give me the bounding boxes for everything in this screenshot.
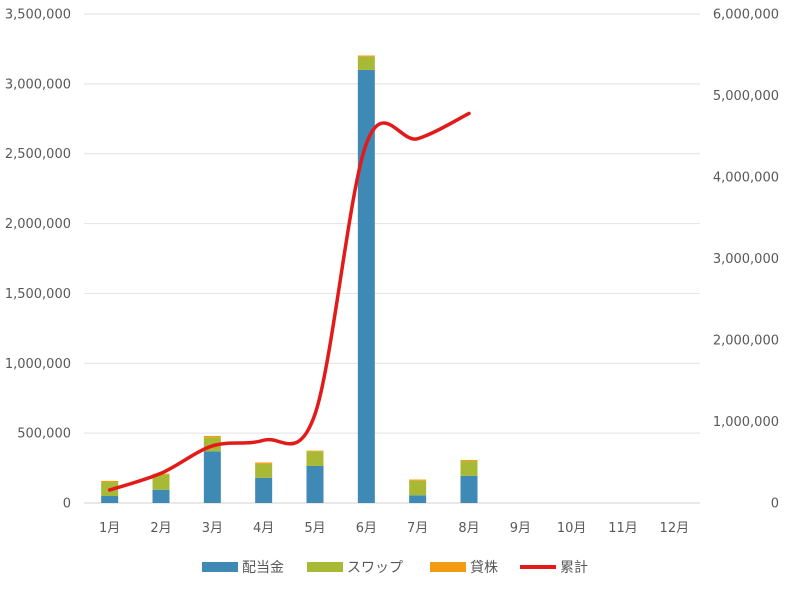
bar-segment	[255, 477, 273, 503]
bar-segment	[357, 69, 375, 503]
x-tick-label: 2月	[150, 521, 171, 536]
y-right-tick-label: 3,000,000	[713, 252, 779, 267]
gridlines	[84, 13, 700, 504]
x-tick-label: 9月	[510, 521, 531, 536]
y-left-tick-label: 1,000,000	[5, 357, 71, 372]
y-right-tick-label: 0	[771, 497, 779, 512]
y-left-tick-label: 0	[63, 497, 71, 512]
x-tick-label: 10月	[557, 521, 587, 536]
y-right-tick-label: 6,000,000	[713, 8, 779, 23]
cumulative-line	[107, 111, 471, 492]
bar-segment	[306, 465, 324, 503]
y-axis-left: 0 500,000 1,000,000 1,500,000 2,000,000 2,500…	[5, 8, 71, 512]
x-tick-label: 8月	[458, 521, 479, 536]
y-right-tick-label: 2,000,000	[713, 334, 779, 349]
legend-label: 配当金	[242, 560, 284, 576]
bar-segment	[306, 451, 324, 466]
x-tick-label: 11月	[608, 521, 638, 536]
bar-segment	[357, 56, 375, 70]
y-left-tick-label: 500,000	[17, 427, 71, 442]
bar-segment	[101, 496, 119, 503]
stacked-bars	[101, 55, 478, 503]
bar-segment	[203, 451, 221, 503]
legend-swatch	[430, 562, 466, 572]
bar-segment	[409, 480, 427, 496]
y-right-tick-label: 5,000,000	[713, 89, 779, 104]
y-right-tick-label: 4,000,000	[713, 171, 779, 186]
bar-segment	[306, 450, 324, 452]
cumulative-line-layer	[107, 111, 471, 492]
legend-label: スワップ	[347, 560, 403, 576]
y-left-tick-label: 1,500,000	[5, 287, 71, 302]
x-tick-label: 3月	[202, 521, 223, 536]
legend-label: 累計	[560, 560, 588, 576]
y-left-tick-label: 2,500,000	[5, 147, 71, 162]
bar-segment	[460, 475, 478, 503]
x-tick-label: 6月	[356, 521, 377, 536]
bar-segment	[203, 435, 221, 438]
legend: 配当金 スワップ 貸株 累計	[202, 560, 588, 576]
bar-segment	[357, 55, 375, 57]
x-tick-label: 1月	[99, 521, 120, 536]
bar-segment	[255, 462, 273, 464]
x-tick-label: 12月	[660, 521, 690, 536]
y-left-tick-label: 3,500,000	[5, 8, 71, 23]
legend-swatch	[202, 562, 238, 572]
y-right-tick-label: 1,000,000	[713, 415, 779, 430]
x-tick-label: 7月	[407, 521, 428, 536]
y-left-tick-label: 3,000,000	[5, 77, 71, 92]
y-axis-right: 0 1,000,000 2,000,000 3,000,000 4,000,000 5,0…	[713, 8, 779, 512]
bar-segment	[460, 459, 478, 462]
x-tick-label: 4月	[253, 521, 274, 536]
bar-segment	[152, 474, 170, 490]
bar-segment	[460, 461, 478, 476]
bar-segment	[152, 489, 170, 503]
legend-label: 貸株	[470, 560, 498, 576]
bar-segment	[255, 463, 273, 478]
bar-segment	[409, 495, 427, 503]
x-tick-label: 5月	[304, 521, 325, 536]
y-left-tick-label: 2,000,000	[5, 217, 71, 232]
bar-segment	[101, 480, 119, 483]
x-axis: 1月 2月 3月 4月 5月 6月 7月 8月 9月 10月 11月 12月	[99, 521, 689, 536]
legend-swatch	[307, 562, 343, 572]
bar-segment	[409, 479, 427, 481]
